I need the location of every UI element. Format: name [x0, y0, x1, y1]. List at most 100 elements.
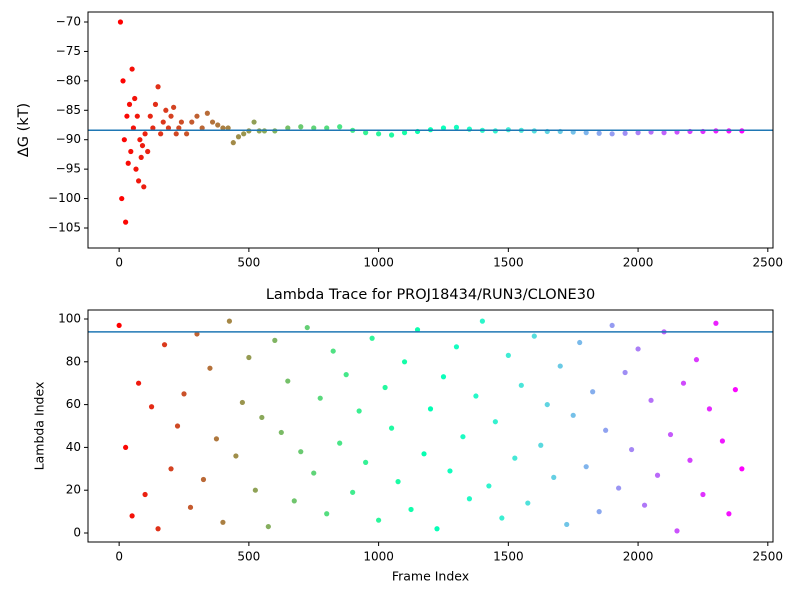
point [132, 95, 138, 102]
point [427, 406, 434, 412]
point [163, 107, 169, 113]
point [492, 419, 498, 425]
point [298, 449, 304, 455]
point [557, 363, 563, 369]
point [145, 148, 151, 155]
y-tick-label: −75 [56, 44, 81, 58]
point [687, 457, 693, 463]
point [518, 382, 524, 388]
point [200, 476, 207, 483]
point [265, 523, 271, 530]
point [215, 122, 221, 128]
point [440, 125, 447, 131]
point [174, 423, 181, 429]
point [356, 408, 362, 414]
point [680, 380, 687, 386]
point [272, 337, 278, 343]
point [204, 110, 210, 116]
point [363, 130, 369, 136]
point [590, 389, 596, 395]
x-tick-label: 2000 [623, 256, 654, 270]
point [706, 406, 713, 412]
point [171, 104, 177, 110]
point [453, 344, 460, 350]
x-tick-label: 1000 [363, 256, 394, 270]
point [121, 137, 127, 143]
y-tick-label: 20 [66, 483, 81, 497]
point [603, 427, 609, 433]
point [434, 526, 440, 532]
chart-title: Lambda Trace for PROJ18434/RUN3/CLONE30 [266, 287, 595, 303]
point [181, 391, 187, 397]
y-tick-label: 60 [66, 397, 81, 411]
x-tick-label: 0 [115, 256, 123, 270]
point [259, 414, 265, 421]
point [168, 113, 174, 119]
y-tick-label: −80 [56, 73, 81, 87]
point [719, 438, 726, 444]
point [252, 487, 258, 493]
point [654, 472, 661, 478]
point [577, 339, 583, 346]
point [512, 455, 518, 461]
point [120, 78, 126, 84]
point [499, 515, 505, 521]
y-tick-label: 100 [58, 311, 81, 325]
point [246, 354, 252, 361]
point [141, 184, 147, 190]
point [176, 125, 182, 131]
point [173, 131, 179, 137]
point [133, 166, 139, 172]
point [148, 404, 155, 410]
point [544, 401, 550, 408]
point [213, 436, 220, 442]
point [622, 369, 628, 376]
point [473, 393, 479, 399]
x-tick-label: 1000 [363, 550, 394, 564]
point [408, 506, 414, 513]
point [622, 130, 628, 136]
point [616, 485, 622, 491]
point [421, 451, 427, 457]
point [317, 395, 323, 401]
point [194, 331, 200, 337]
y-tick-label: −100 [48, 191, 81, 205]
point [298, 124, 304, 130]
point [168, 466, 174, 472]
y-tick-label: −95 [56, 162, 81, 176]
point [726, 511, 732, 517]
point [152, 101, 159, 107]
point [596, 130, 602, 136]
point [139, 142, 146, 149]
point [291, 498, 297, 504]
point [551, 474, 557, 480]
x-axis-label: Frame Index [392, 569, 469, 584]
y-tick-label: −90 [56, 132, 81, 146]
point [635, 130, 641, 136]
point [713, 320, 719, 326]
x-tick-label: 2500 [753, 550, 784, 564]
point [505, 352, 511, 358]
point [129, 513, 135, 519]
point [369, 335, 375, 341]
point [278, 429, 284, 436]
point [138, 154, 144, 160]
y-axis-label: Lambda Index [32, 382, 47, 471]
point [674, 528, 680, 534]
point [414, 327, 421, 333]
x-tick-label: 0 [115, 550, 123, 564]
point [161, 342, 168, 348]
point [460, 434, 466, 440]
point [150, 125, 156, 131]
point [732, 387, 738, 393]
y-tick-label: 0 [73, 526, 81, 540]
x-tick-label: 2000 [623, 550, 654, 564]
point [230, 140, 236, 146]
point [564, 521, 570, 528]
point [337, 124, 343, 130]
point [187, 504, 194, 510]
point [486, 483, 492, 489]
point [194, 113, 200, 119]
point [199, 125, 205, 131]
